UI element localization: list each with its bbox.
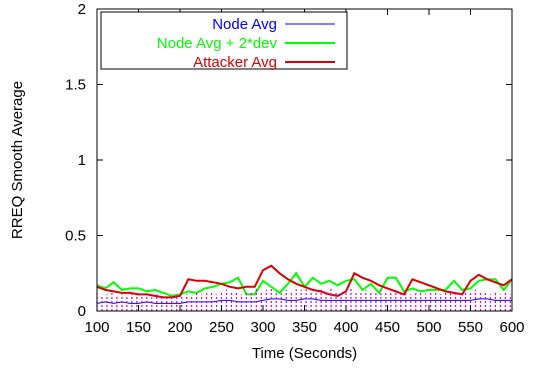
- y-tick-labels: 0 0.5 1 1.5 2: [65, 1, 86, 320]
- x-tick-labels: 100 150 200 250 300 350 400 450 500 550 600: [84, 319, 524, 336]
- legend-label-1: Node Avg: [212, 16, 277, 33]
- series-line-3: [96, 264, 513, 299]
- x-tick-label: 350: [292, 319, 317, 336]
- y-tick-label: 1: [78, 152, 86, 169]
- y-axis-label: RREQ Smooth Average: [9, 81, 26, 239]
- legend-label-3: Attacker Avg: [193, 54, 277, 71]
- x-tick-label: 100: [84, 319, 109, 336]
- x-tick-label: 400: [333, 319, 358, 336]
- legend: Node Avg Node Avg + 2*dev Attacker Avg: [100, 11, 348, 71]
- y-tick-label: 0: [78, 303, 86, 320]
- x-tick-label: 600: [499, 319, 524, 336]
- x-tick-label: 500: [416, 319, 441, 336]
- y-tick-label: 1.5: [65, 77, 86, 94]
- impulse-series: [96, 286, 511, 311]
- x-tick-label: 550: [458, 319, 483, 336]
- plot-marks: [96, 264, 513, 311]
- legend-label-2: Node Avg + 2*dev: [157, 35, 278, 52]
- x-axis-label: Time (Seconds): [252, 345, 357, 362]
- series-line-1: [96, 298, 512, 304]
- y-tick-label: 2: [78, 1, 86, 18]
- x-tick-label: 150: [126, 319, 151, 336]
- y-tick-label: 0.5: [65, 228, 86, 245]
- x-tick-label: 450: [375, 319, 400, 336]
- legend-box: [100, 11, 348, 70]
- x-tick-label: 200: [167, 319, 192, 336]
- x-tick-label: 300: [250, 319, 275, 336]
- x-tick-label: 250: [209, 319, 234, 336]
